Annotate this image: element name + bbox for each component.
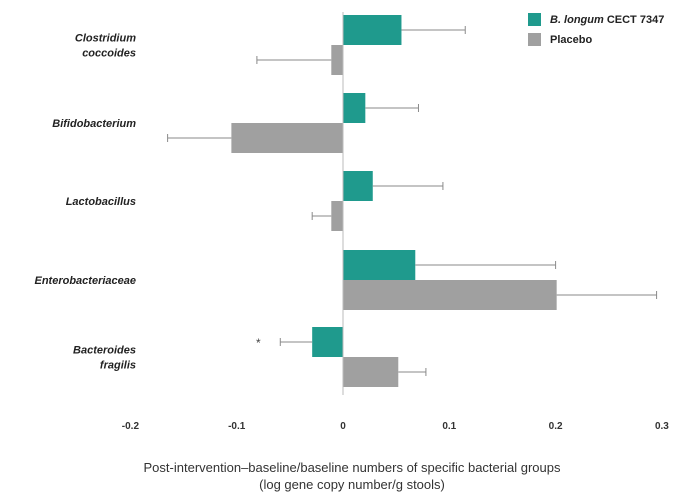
x-tick-label-3: 0.1 [442, 421, 456, 432]
category-label-0-1: coccoides [82, 48, 136, 60]
bar-b-longum-1 [343, 93, 366, 123]
x-axis-title-line-2: (log gene copy number/g stools) [259, 477, 445, 492]
legend-label-b-longum-rest: CECT 7347 [604, 14, 665, 26]
error-bar-b-longum-0 [401, 26, 466, 34]
error-bar-b-longum-4 [279, 338, 313, 346]
category-label-3-0: Enterobacteriaceae [35, 275, 137, 287]
category-label-0-0: Clostridium [75, 33, 136, 45]
legend-label-placebo: Placebo [550, 34, 592, 46]
x-tick-labels: -0.2 -0.1 0 0.1 0.2 0.3 [122, 421, 670, 432]
x-tick-label-1: -0.1 [228, 421, 246, 432]
annotations: * [256, 336, 261, 350]
category-label-2-0: Lactobacillus [66, 196, 136, 208]
error-bar-placebo-4 [398, 368, 427, 376]
error-bar-placebo-3 [556, 291, 658, 299]
error-bar-b-longum-2 [372, 182, 444, 190]
legend-label-b-longum-italic: B. longum [550, 14, 604, 26]
category-labels: Clostridium coccoides Bifidobacterium Lacto… [35, 33, 137, 372]
bar-placebo-1 [231, 123, 343, 153]
bar-b-longum-0 [343, 15, 402, 45]
category-label-4-1: fragilis [100, 360, 136, 372]
bar-b-longum-2 [343, 171, 373, 201]
legend-swatch-placebo [528, 33, 541, 46]
legend-swatch-b-longum [528, 13, 541, 26]
x-tick-label-5: 0.3 [655, 421, 669, 432]
bar-placebo-2 [331, 201, 343, 231]
bar-placebo-0 [331, 45, 343, 75]
category-label-1-0: Bifidobacterium [52, 118, 136, 130]
error-bar-b-longum-1 [365, 104, 419, 112]
error-bar-placebo-0 [256, 56, 332, 64]
legend: B. longum CECT 7347 Placebo [528, 13, 664, 46]
bar-b-longum-3 [343, 250, 416, 280]
error-bars-layer [167, 26, 658, 376]
significance-marker-0: * [256, 336, 261, 350]
legend-label-b-longum: B. longum CECT 7347 [550, 14, 664, 26]
error-bar-placebo-1 [167, 134, 232, 142]
bar-placebo-3 [343, 280, 557, 310]
x-tick-label-0: -0.2 [122, 421, 140, 432]
x-tick-label-2: 0 [340, 421, 346, 432]
bar-placebo-4 [343, 357, 399, 387]
x-tick-label-4: 0.2 [549, 421, 563, 432]
error-bar-placebo-2 [311, 212, 332, 220]
error-bar-b-longum-3 [415, 261, 557, 269]
bar-b-longum-4 [312, 327, 343, 357]
bars-layer [231, 15, 557, 387]
x-axis-title-line-1: Post-intervention–baseline/baseline numb… [144, 460, 561, 475]
category-label-4-0: Bacteroides [73, 345, 136, 357]
